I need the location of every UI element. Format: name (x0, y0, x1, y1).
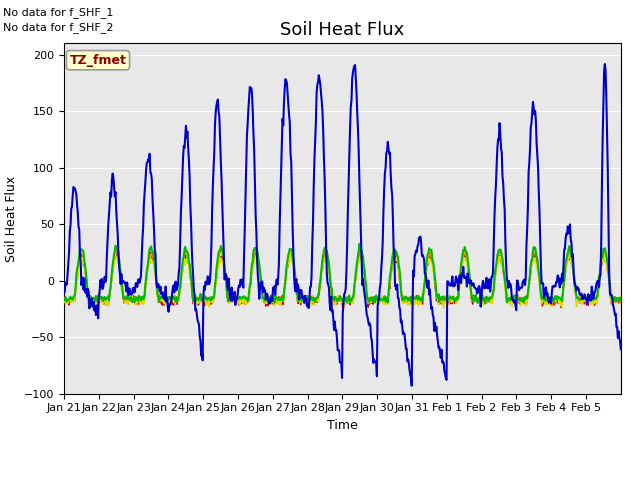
Legend: SHF1, SHF2, SHF3, SHF4, SHF5: SHF1, SHF2, SHF3, SHF4, SHF5 (139, 477, 546, 480)
X-axis label: Time: Time (327, 419, 358, 432)
Title: Soil Heat Flux: Soil Heat Flux (280, 21, 404, 39)
Text: No data for f_SHF_1: No data for f_SHF_1 (3, 7, 113, 18)
Y-axis label: Soil Heat Flux: Soil Heat Flux (5, 175, 19, 262)
Text: No data for f_SHF_2: No data for f_SHF_2 (3, 22, 114, 33)
Text: TZ_fmet: TZ_fmet (70, 54, 127, 67)
